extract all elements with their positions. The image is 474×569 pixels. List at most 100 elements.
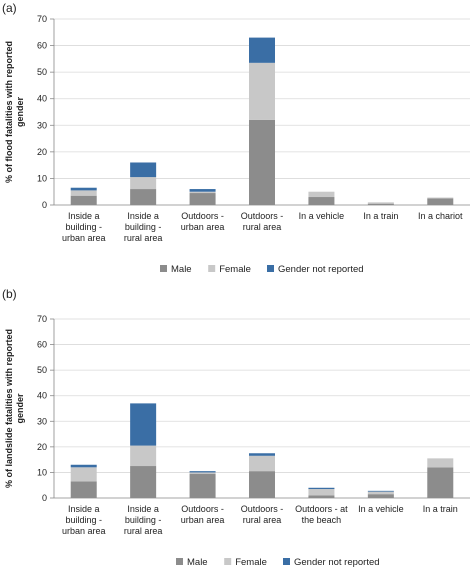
bar-male [189, 193, 216, 205]
bar-gender-not-reported [130, 162, 157, 178]
legend-swatch [160, 265, 167, 272]
x-category-label-line: In a vehicle [299, 211, 345, 221]
x-category-label: Outdoors -urban area [181, 504, 225, 525]
bar-male [367, 203, 394, 205]
y-axis-title-line: % of landslide fatalities with reported [4, 329, 14, 488]
y-tick-label: 20 [37, 442, 47, 452]
bar-male [308, 197, 335, 205]
bar-male [130, 189, 157, 205]
bar-gender-not-reported [189, 189, 216, 192]
y-tick-label: 60 [37, 340, 47, 350]
y-axis-title-line: gender [15, 393, 25, 424]
x-category-label-line: building - [125, 515, 162, 525]
bar-gender-not-reported [249, 37, 275, 63]
bar-male [427, 467, 454, 498]
x-category-label-line: Outdoors - [241, 504, 284, 514]
bar-gender-not-reported [249, 453, 275, 456]
bar-male [130, 466, 157, 498]
y-tick-label: 30 [37, 416, 47, 426]
x-category-label-line: rural area [124, 526, 163, 536]
bar-female [308, 489, 335, 496]
bar-female [70, 467, 97, 482]
bar-female [70, 190, 97, 196]
bar-gender-not-reported [189, 471, 216, 473]
y-tick-label: 20 [37, 147, 47, 157]
flood-fatalities-chart: (a) % of flood fatalities with reportedge… [2, 1, 470, 275]
x-category-label: Inside a building -rural area [124, 504, 163, 536]
x-category-label: In a train [363, 211, 398, 221]
x-category-label-line: rural area [124, 233, 163, 243]
bar-male [189, 473, 216, 498]
x-category-label-line: Outdoors - [241, 211, 284, 221]
bar-female [130, 177, 157, 190]
y-axis-title: % of flood fatalities with reportedgende… [4, 41, 25, 183]
x-category-label-line: building - [65, 515, 102, 525]
legend-label: Female [235, 557, 267, 568]
bar-gender-not-reported [367, 490, 394, 492]
x-category-label: Inside a building -urban area [62, 211, 106, 243]
bar-male [427, 198, 454, 205]
x-category-label-line: Inside a [127, 504, 159, 514]
x-category-label-line: Inside a [68, 504, 100, 514]
y-axis-title: % of landslide fatalities with reportedg… [4, 329, 25, 488]
bar-male [249, 471, 275, 498]
legend-swatch [176, 558, 183, 565]
x-category-label-line: rural area [243, 515, 282, 525]
y-tick-label: 0 [42, 493, 47, 503]
x-category-label-line: urban area [62, 233, 106, 243]
bar-male [70, 481, 97, 498]
x-category-label-line: building - [65, 222, 102, 232]
x-category-label-line: Outdoors - [181, 211, 224, 221]
x-category-label: In a chariot [418, 211, 463, 221]
x-category-label: Outdoors -urban area [181, 211, 225, 232]
y-axis-title-line: gender [15, 97, 25, 128]
bar-male [249, 119, 275, 205]
y-axis-title-line: % of flood fatalities with reported [4, 41, 14, 183]
y-tick-label: 0 [42, 200, 47, 210]
y-tick-label: 40 [37, 94, 47, 104]
bar-female [367, 202, 394, 204]
bar-female [249, 455, 275, 472]
legend-swatch [283, 558, 290, 565]
bar-male [308, 495, 335, 498]
legend-swatch [208, 265, 216, 272]
y-tick-label: 10 [37, 173, 47, 183]
legend-swatch [224, 558, 232, 565]
x-category-label: Outdoors -rural area [241, 211, 284, 232]
x-category-label-line: In a train [423, 504, 458, 514]
x-category-label: In a vehicle [299, 211, 345, 221]
x-category-label: In a vehicle [358, 504, 404, 514]
bar-male [70, 195, 97, 205]
x-category-label-line: In a chariot [418, 211, 463, 221]
x-category-label-line: building - [125, 222, 162, 232]
bar-female [308, 191, 335, 198]
y-tick-label: 70 [37, 314, 47, 324]
bar-gender-not-reported [70, 464, 97, 468]
y-tick-label: 30 [37, 120, 47, 130]
x-category-label-line: Inside a [68, 211, 100, 221]
x-category-label: Outdoors -rural area [241, 504, 284, 525]
y-tick-label: 50 [37, 67, 47, 77]
bar-female [189, 191, 216, 194]
x-category-label-line: In a vehicle [358, 504, 404, 514]
legend-label: Male [187, 557, 208, 568]
landslide-fatalities-chart: (b) % of landslide fatalities with report… [2, 287, 470, 568]
x-category-label-line: urban area [181, 515, 225, 525]
x-category-label-line: Outdoors - [181, 504, 224, 514]
y-tick-label: 70 [37, 14, 47, 24]
panel-label: (a) [2, 1, 17, 15]
legend-label: Gender not reported [278, 264, 364, 275]
y-tick-label: 40 [37, 391, 47, 401]
legend-swatch [267, 265, 274, 272]
bar-gender-not-reported [70, 187, 97, 191]
bar-gender-not-reported [308, 487, 335, 490]
x-category-label-line: In a train [363, 211, 398, 221]
bar-female [189, 472, 216, 474]
x-category-label: Inside a building -urban area [62, 504, 106, 536]
bar-female [367, 491, 394, 495]
x-category-label-line: the beach [302, 515, 342, 525]
bar-female [427, 197, 454, 199]
bar-gender-not-reported [130, 403, 157, 446]
bar-female [130, 445, 157, 467]
legend-label: Female [219, 264, 251, 275]
